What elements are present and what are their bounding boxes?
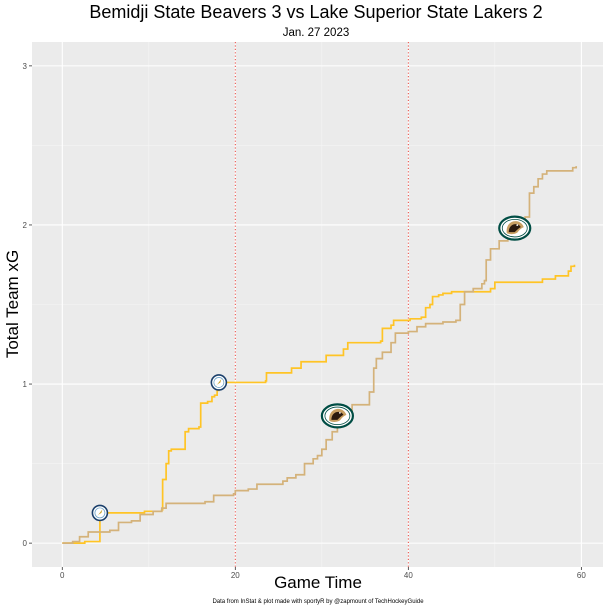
y-axis-ticks: 0 1 2 3 — [23, 62, 32, 548]
marker-layer — [91, 215, 532, 522]
x-tick-label: 0 — [60, 571, 65, 580]
x-axis-ticks: 0 20 40 60 — [60, 567, 586, 580]
y-tick-label: 3 — [23, 62, 28, 71]
chart-subtitle: Jan. 27 2023 — [283, 27, 350, 39]
grid-major — [32, 42, 603, 567]
lakers-logo-icon — [210, 374, 228, 391]
x-tick-label: 60 — [577, 571, 586, 580]
x-tick-label: 40 — [404, 571, 413, 580]
beaver-logo-icon — [320, 403, 354, 429]
chart-caption: Data from InStat & plot made with sporty… — [212, 599, 424, 605]
chart-title: Bemidji State Beavers 3 vs Lake Superior… — [89, 2, 542, 22]
y-tick-label: 0 — [23, 539, 28, 548]
y-tick-label: 2 — [23, 221, 28, 230]
grid-minor — [32, 42, 603, 567]
y-axis-title: Total Team xG — [3, 250, 22, 358]
x-axis-title: Game Time — [274, 573, 362, 592]
period-lines — [234, 42, 409, 567]
x-tick-label: 20 — [231, 571, 240, 580]
series-line-lakers — [62, 264, 576, 544]
y-tick-label: 1 — [23, 380, 28, 389]
beaver-logo-icon — [498, 215, 532, 241]
lakers-logo-icon — [91, 504, 109, 522]
